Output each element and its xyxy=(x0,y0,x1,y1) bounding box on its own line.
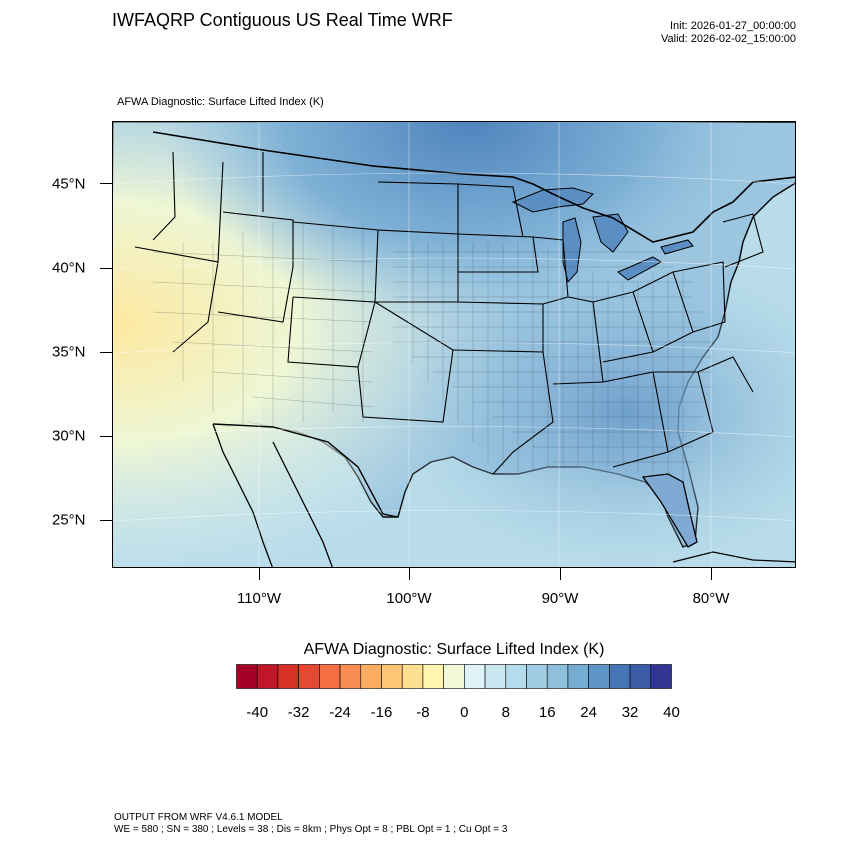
footer-model-line: OUTPUT FROM WRF V4.6.1 MODEL xyxy=(114,812,283,823)
mexico-border xyxy=(212,423,399,518)
colorbar-tick-label: -16 xyxy=(370,704,393,721)
lat-label-25: 25°N xyxy=(52,511,86,529)
lake-superior xyxy=(511,187,594,213)
init-time: Init: 2026-01-27_00:00:00 xyxy=(670,20,796,32)
lon-tick xyxy=(259,568,260,580)
colorbar-tick-label: 16 xyxy=(538,704,556,721)
lat-tick xyxy=(100,520,112,521)
cuba-coast xyxy=(672,551,795,563)
lon-label-80: 80°W xyxy=(692,590,730,607)
colorbar-swatch xyxy=(505,664,527,689)
colorbar-swatch xyxy=(567,664,589,689)
colorbar-tick-label: 32 xyxy=(621,704,639,721)
lake-ontario xyxy=(660,239,694,255)
colorbar-tick-label: 8 xyxy=(501,704,510,721)
valid-time: Valid: 2026-02-02_15:00:00 xyxy=(661,33,796,45)
colorbar-swatch xyxy=(588,664,610,689)
lon-tick xyxy=(560,568,561,580)
lat-label-35: 35°N xyxy=(52,343,86,361)
colorbar-tick-label: -8 xyxy=(416,704,430,721)
colorbar-swatch xyxy=(546,664,569,689)
mexico-mainland-coast xyxy=(272,441,333,567)
colorbar-swatch xyxy=(360,664,382,689)
colorbar-swatch xyxy=(277,664,299,689)
footer-config-line: WE = 580 ; SN = 380 ; Levels = 38 ; Dis … xyxy=(114,824,508,835)
colorbar-swatch xyxy=(609,664,631,689)
colorbar-swatch xyxy=(339,664,362,689)
colorbar-tick-label: 0 xyxy=(460,704,469,721)
colorbar xyxy=(236,664,672,689)
lon-label-90: 90°W xyxy=(541,590,579,607)
lat-tick xyxy=(100,352,112,353)
canada-border xyxy=(152,131,795,243)
colorbar-swatch xyxy=(484,664,507,689)
colorbar-swatch xyxy=(401,664,424,689)
colorbar-swatch xyxy=(526,664,548,689)
colorbar-title: AFWA Diagnostic: Surface Lifted Index (K… xyxy=(303,641,605,658)
map-panel xyxy=(112,121,796,568)
page-title: IWFAQRP Contiguous US Real Time WRF xyxy=(112,10,453,30)
county-lines xyxy=(152,222,713,502)
graticule xyxy=(113,122,795,567)
lat-label-40: 40°N xyxy=(52,259,86,277)
lake-huron xyxy=(592,213,629,253)
baja-coastline xyxy=(212,423,273,567)
lat-tick xyxy=(100,436,112,437)
colorbar-swatch xyxy=(650,664,672,689)
colorbar-tick-label: 40 xyxy=(663,704,680,721)
lon-label-110: 110°W xyxy=(236,590,282,607)
colorbar-tick-label: -24 xyxy=(329,704,351,721)
lon-tick xyxy=(409,568,410,580)
colorbar-swatch xyxy=(298,664,320,689)
colorbar-tick-label: -40 xyxy=(246,704,269,721)
colorbar-swatch xyxy=(629,664,652,689)
lat-tick xyxy=(100,268,112,269)
map-canvas xyxy=(113,122,795,567)
lon-label-100: 100°W xyxy=(386,590,432,607)
colorbar-swatch xyxy=(319,664,341,689)
southeast-shading xyxy=(113,122,795,567)
colorbar-tick-label: -32 xyxy=(287,704,310,721)
colorbar-swatch xyxy=(236,664,258,689)
colorbar-swatch xyxy=(256,664,279,689)
florida xyxy=(641,473,698,548)
colorbar-swatch xyxy=(464,664,486,689)
colorbar-swatch xyxy=(443,664,465,689)
lon-tick xyxy=(711,568,712,580)
lat-label-30: 30°N xyxy=(52,427,86,445)
lat-label-45: 45°N xyxy=(52,175,86,193)
colorbar-swatch xyxy=(381,664,403,689)
colorbar-swatch xyxy=(422,664,444,689)
lat-tick xyxy=(100,183,112,184)
colorbar-tick-label: 24 xyxy=(580,704,597,721)
field-title: AFWA Diagnostic: Surface Lifted Index (K… xyxy=(117,96,324,108)
